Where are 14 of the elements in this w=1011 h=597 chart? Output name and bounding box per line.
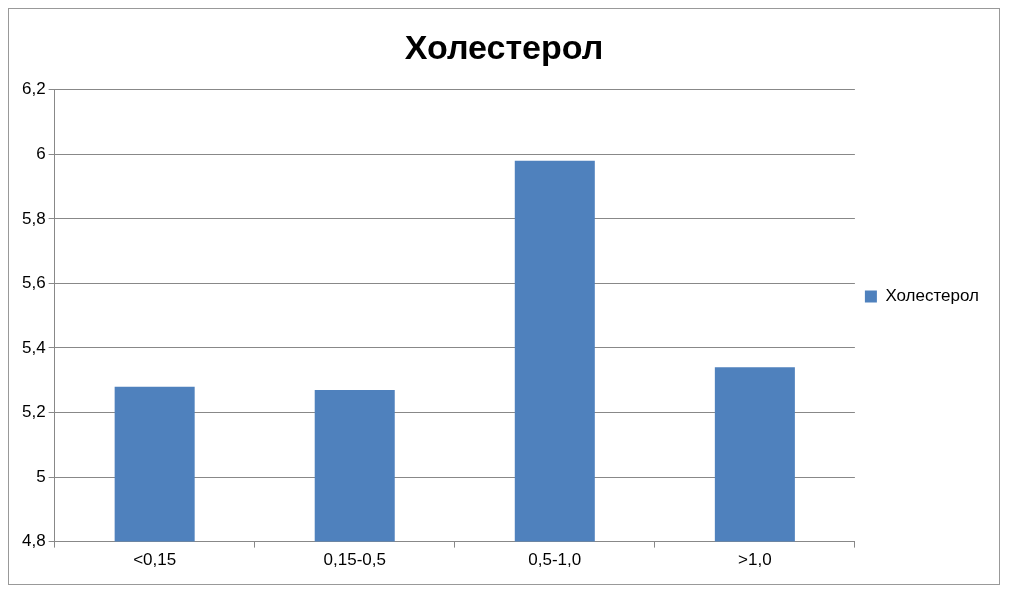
- x-tick-label: <0,15: [133, 550, 177, 570]
- y-tick-label: 5,8: [21, 208, 46, 228]
- y-tick-label: 4,8: [21, 531, 46, 551]
- y-tick-label: 5: [36, 466, 46, 486]
- y-tick-label: 6,2: [21, 79, 46, 99]
- chart-title: Холестерол: [404, 27, 604, 66]
- y-tick-label: 5,2: [21, 402, 46, 422]
- y-tick-label: 5,4: [21, 337, 46, 357]
- x-tick-label: >1,0: [738, 550, 772, 570]
- x-tick-label: 0,15-0,5: [323, 550, 386, 570]
- y-tick-label: 6: [36, 144, 46, 164]
- y-tick-label: 5,6: [21, 273, 46, 293]
- legend-label: Холестерол: [885, 286, 979, 306]
- x-tick-label: 0,5-1,0: [528, 550, 582, 570]
